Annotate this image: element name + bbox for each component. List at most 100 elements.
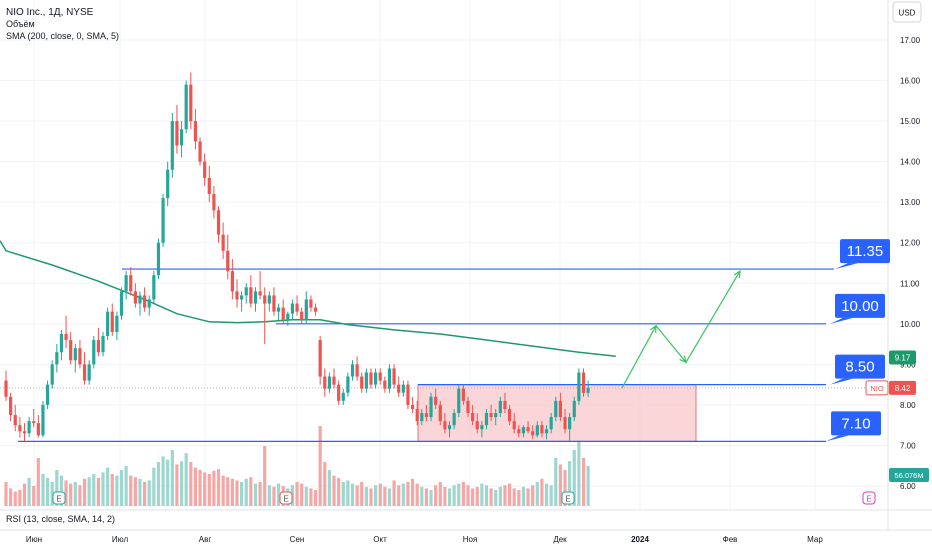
candle <box>166 161 170 207</box>
price-badge-text: 8.42 <box>895 384 911 393</box>
price-tick-label: 6.00 <box>900 482 916 491</box>
price-axis[interactable]: 17.00 16.00 15.00 14.00 13.00 12.00 11.00 10.00… <box>887 0 932 530</box>
candle-body <box>133 291 137 304</box>
candle-body <box>263 295 267 304</box>
candle-body <box>184 84 188 130</box>
volume-bar <box>471 488 475 506</box>
volume-bar <box>568 461 572 506</box>
candle-body <box>466 400 470 414</box>
level-lines[interactable] <box>0 268 888 442</box>
level-label: 11.35 <box>835 239 890 270</box>
price-tick-label: 11.00 <box>900 279 920 288</box>
candle-body <box>332 376 336 385</box>
volume-bar <box>41 474 45 506</box>
candle-body <box>59 333 64 353</box>
earnings-marker: E <box>279 491 293 505</box>
projection-arrow[interactable] <box>621 269 741 389</box>
candle-body <box>313 307 318 312</box>
candle <box>240 291 244 312</box>
rsi-legend[interactable]: RSI (13, close, SMA, 14, 2) <box>6 514 115 524</box>
time-axis[interactable]: Июн Июл Авг Сен Окт Ноя Дек 2024 Фев Мар <box>26 535 823 544</box>
currency-button[interactable]: USD <box>892 1 922 23</box>
candle <box>4 370 8 401</box>
price-tick-label: 12.00 <box>900 239 921 248</box>
candle-body <box>447 425 452 430</box>
candle-body <box>27 421 31 434</box>
candle <box>443 413 447 434</box>
volume-bar <box>378 483 382 506</box>
volume-bar <box>96 478 100 506</box>
candle <box>13 404 17 432</box>
candle <box>263 287 267 345</box>
candle-body <box>300 311 304 320</box>
candle-body <box>161 198 165 243</box>
level-label: 8.50 <box>830 354 885 385</box>
sma-badge-text: 9.17 <box>895 353 911 362</box>
price-tick-label: 8.00 <box>900 401 916 410</box>
candle-body <box>415 408 419 422</box>
price-tick-label: 15.00 <box>900 117 921 126</box>
candle-body <box>397 384 401 393</box>
volume-bar <box>184 453 188 506</box>
candle-body <box>438 404 442 422</box>
candle-body <box>115 315 119 332</box>
level-labels[interactable]: 11.35 10.00 8.50 7.10 <box>826 239 890 442</box>
candle-body <box>244 287 248 296</box>
sma-legend[interactable]: SMA (200, close, 0, SMA, 5) <box>6 31 119 41</box>
price-tick-label: 9.00 <box>900 360 916 369</box>
candle-body <box>383 380 387 389</box>
candle <box>106 307 110 341</box>
candle-body <box>9 396 13 416</box>
symbol-title[interactable]: NIO Inc., 1Д, NYSE <box>6 7 94 18</box>
candle <box>332 368 336 389</box>
candle <box>429 392 433 422</box>
candle <box>544 425 549 440</box>
candle-body <box>152 275 156 300</box>
candle <box>115 311 119 341</box>
volume-legend[interactable]: Объём <box>6 19 35 29</box>
candle-body <box>22 431 27 434</box>
volume-bar <box>189 462 193 506</box>
volume-bar <box>45 478 50 506</box>
candle-body <box>124 275 128 292</box>
candle-body <box>484 413 489 426</box>
candle <box>586 380 590 397</box>
volume-bar <box>549 485 553 506</box>
candle <box>119 287 124 320</box>
candlesticks <box>4 72 590 442</box>
candle-body <box>179 129 184 146</box>
candle-body <box>494 413 498 418</box>
volume-bar <box>198 470 202 506</box>
candle <box>369 368 373 389</box>
volume-bar <box>166 459 170 506</box>
candle <box>55 344 59 373</box>
volume-bar <box>374 485 378 506</box>
volume-bar <box>161 456 165 506</box>
candle-body <box>193 121 198 142</box>
candle <box>203 153 207 186</box>
volume-bar <box>69 483 73 506</box>
candle-body <box>503 400 507 409</box>
volume-bar <box>193 467 198 506</box>
candle-body <box>498 400 502 414</box>
volume-bar <box>179 461 184 506</box>
candle <box>457 384 461 418</box>
candle <box>434 388 438 409</box>
volume-bar <box>563 470 567 506</box>
earnings-marker: E <box>862 491 876 505</box>
volume-bar <box>55 470 59 506</box>
earnings-marker: E <box>561 491 575 505</box>
candle <box>64 315 68 349</box>
volume-bar <box>457 483 461 506</box>
volume-bar <box>498 486 502 506</box>
volume-bar <box>92 474 96 506</box>
candle <box>179 121 184 158</box>
candle <box>73 344 77 373</box>
volume-bar <box>300 483 304 506</box>
candle <box>152 271 156 304</box>
volume-bar <box>475 486 479 506</box>
price-axis-bg <box>888 0 932 530</box>
candle <box>101 331 105 357</box>
